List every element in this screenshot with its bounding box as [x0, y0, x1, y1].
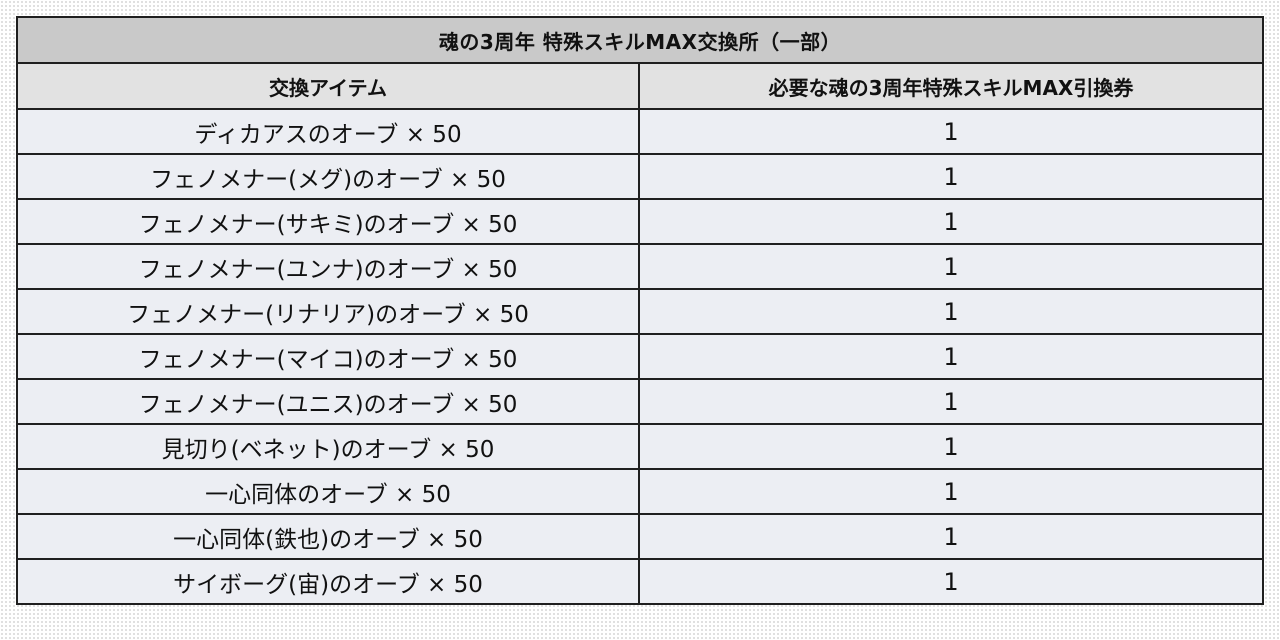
table-row: 一心同体のオーブ × 50 1 [16, 468, 1264, 515]
item-name-cell: 一心同体(鉄也)のオーブ × 50 [16, 513, 640, 560]
table-row: フェノメナー(ユンナ)のオーブ × 50 1 [16, 243, 1264, 290]
exchange-table: 魂の3周年 特殊スキルMAX交換所（一部） 交換アイテム 必要な魂の3周年特殊ス… [16, 16, 1264, 605]
table-title-row: 魂の3周年 特殊スキルMAX交換所（一部） [16, 16, 1264, 64]
exchange-table-container: 魂の3周年 特殊スキルMAX交換所（一部） 交換アイテム 必要な魂の3周年特殊ス… [16, 16, 1264, 605]
table-title: 魂の3周年 特殊スキルMAX交換所（一部） [16, 16, 1264, 64]
ticket-count-cell: 1 [638, 423, 1264, 470]
table-row: 見切り(ベネット)のオーブ × 50 1 [16, 423, 1264, 470]
table-row: フェノメナー(サキミ)のオーブ × 50 1 [16, 198, 1264, 245]
item-name-cell: フェノメナー(リナリア)のオーブ × 50 [16, 288, 640, 335]
item-name-cell: ディカアスのオーブ × 50 [16, 108, 640, 155]
table-row: フェノメナー(リナリア)のオーブ × 50 1 [16, 288, 1264, 335]
column-header-item: 交換アイテム [16, 62, 640, 110]
column-header-tickets: 必要な魂の3周年特殊スキルMAX引換券 [638, 62, 1264, 110]
table-row: フェノメナー(ユニス)のオーブ × 50 1 [16, 378, 1264, 425]
table-row: サイボーグ(宙)のオーブ × 50 1 [16, 558, 1264, 605]
item-name-cell: 一心同体のオーブ × 50 [16, 468, 640, 515]
ticket-count-cell: 1 [638, 108, 1264, 155]
table-row: ディカアスのオーブ × 50 1 [16, 108, 1264, 155]
ticket-count-cell: 1 [638, 468, 1264, 515]
table-body: ディカアスのオーブ × 50 1 フェノメナー(メグ)のオーブ × 50 1 フェノメナ… [16, 108, 1264, 605]
ticket-count-cell: 1 [638, 378, 1264, 425]
ticket-count-cell: 1 [638, 333, 1264, 380]
ticket-count-cell: 1 [638, 558, 1264, 605]
ticket-count-cell: 1 [638, 153, 1264, 200]
item-name-cell: フェノメナー(サキミ)のオーブ × 50 [16, 198, 640, 245]
item-name-cell: フェノメナー(ユニス)のオーブ × 50 [16, 378, 640, 425]
table-row: フェノメナー(メグ)のオーブ × 50 1 [16, 153, 1264, 200]
item-name-cell: サイボーグ(宙)のオーブ × 50 [16, 558, 640, 605]
item-name-cell: フェノメナー(メグ)のオーブ × 50 [16, 153, 640, 200]
table-row: 一心同体(鉄也)のオーブ × 50 1 [16, 513, 1264, 560]
item-name-cell: フェノメナー(マイコ)のオーブ × 50 [16, 333, 640, 380]
ticket-count-cell: 1 [638, 288, 1264, 335]
table-row: フェノメナー(マイコ)のオーブ × 50 1 [16, 333, 1264, 380]
ticket-count-cell: 1 [638, 513, 1264, 560]
item-name-cell: フェノメナー(ユンナ)のオーブ × 50 [16, 243, 640, 290]
item-name-cell: 見切り(ベネット)のオーブ × 50 [16, 423, 640, 470]
ticket-count-cell: 1 [638, 243, 1264, 290]
table-header-row: 交換アイテム 必要な魂の3周年特殊スキルMAX引換券 [16, 62, 1264, 110]
ticket-count-cell: 1 [638, 198, 1264, 245]
